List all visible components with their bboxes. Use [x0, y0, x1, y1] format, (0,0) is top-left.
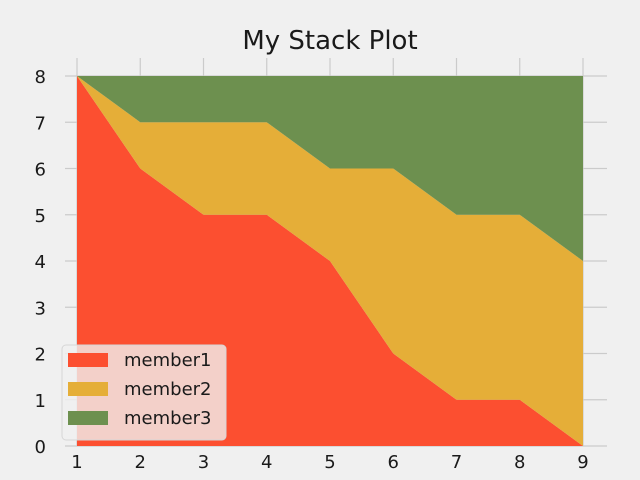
- y-tick-label: 0: [35, 437, 46, 458]
- area-member2: [77, 76, 583, 446]
- x-tick-label: 5: [324, 452, 335, 473]
- legend-label-member3: member3: [124, 408, 212, 429]
- y-tick-label: 2: [35, 345, 46, 366]
- axis-ticks: 0 1 2 3 4 5 6 7 8 1 2 3 4 5 6 7 8 9: [35, 67, 589, 473]
- y-tick-label: 7: [35, 113, 46, 134]
- legend-swatch-member2: [68, 382, 108, 396]
- y-tick-label: 6: [35, 160, 46, 181]
- legend: member1 member2 member3: [61, 344, 227, 441]
- x-tick-label: 1: [71, 452, 82, 473]
- x-tick-label: 2: [135, 452, 146, 473]
- x-tick-label: 4: [261, 452, 272, 473]
- legend-swatch-member3: [68, 411, 108, 425]
- x-tick-label: 3: [198, 452, 209, 473]
- x-tick-label: 8: [514, 452, 525, 473]
- legend-swatch-member1: [68, 353, 108, 367]
- y-tick-label: 5: [35, 206, 46, 227]
- y-tick-label: 4: [35, 252, 46, 273]
- legend-label-member2: member2: [124, 379, 212, 400]
- legend-label-member1: member1: [124, 350, 212, 371]
- y-tick-label: 8: [35, 67, 46, 88]
- y-tick-label: 3: [35, 298, 46, 319]
- x-tick-label: 7: [451, 452, 462, 473]
- x-tick-label: 9: [577, 452, 588, 473]
- chart-title: My Stack Plot: [242, 26, 417, 56]
- x-tick-label: 6: [388, 452, 399, 473]
- area-member3: [77, 76, 583, 261]
- y-tick-label: 1: [35, 391, 46, 412]
